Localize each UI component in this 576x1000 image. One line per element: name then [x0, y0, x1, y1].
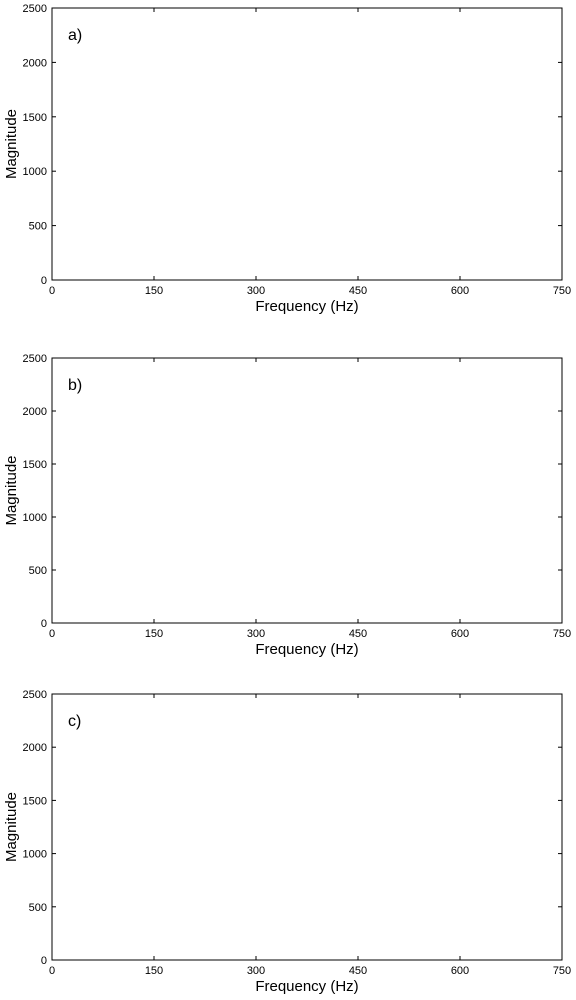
y-tick-label: 2500	[23, 3, 47, 15]
plot-frame	[51, 357, 563, 624]
x-tick-label: 300	[247, 628, 265, 640]
chart-panel-2: 0 150 300 450 600 750 0 500 1000 1500 2000 2500 Freq…	[3, 353, 571, 658]
y-tick-label: 1000	[23, 849, 47, 861]
y-tick-label: 2000	[23, 57, 47, 69]
x-tick-label: 0	[49, 628, 55, 640]
y-tick-label: 2000	[23, 742, 47, 754]
chart-panel-1: 0 150 300 450 600 750 0 500 1000 1500 2000 2500 Freq…	[3, 3, 571, 315]
y-tick-label: 500	[29, 902, 47, 914]
y-tick-label: 0	[41, 955, 47, 967]
x-tick-label: 0	[49, 965, 55, 977]
x-tick-label: 600	[451, 628, 469, 640]
x-axis-title: Frequency (Hz)	[255, 978, 358, 995]
chart-panel-3: 0 150 300 450 600 750 0 500 1000 1500 2000 2500 Freq…	[3, 689, 571, 995]
y-tick-label: 500	[29, 565, 47, 577]
y-tick-label: 0	[41, 275, 47, 287]
y-tick-label: 1000	[23, 166, 47, 178]
y-tick-label: 2500	[23, 353, 47, 365]
x-axis-title: Frequency (Hz)	[255, 641, 358, 658]
x-tick-label: 150	[145, 965, 163, 977]
panel-label: c)	[68, 713, 81, 730]
x-tick-label: 450	[349, 965, 367, 977]
y-tick-label: 1500	[23, 112, 47, 124]
y-tick-label: 2500	[23, 689, 47, 701]
y-tick-label: 1000	[23, 512, 47, 524]
plot-frame	[51, 7, 563, 281]
panel-label: b)	[68, 377, 82, 394]
plot-frame	[51, 693, 563, 961]
x-tick-label: 450	[349, 628, 367, 640]
y-axis-title: Magnitude	[3, 109, 20, 179]
x-tick-label: 150	[145, 285, 163, 297]
y-tick-label: 0	[41, 618, 47, 630]
x-tick-label: 600	[451, 285, 469, 297]
x-tick-label: 750	[553, 965, 571, 977]
y-tick-label: 2000	[23, 406, 47, 418]
panel-label: a)	[68, 27, 82, 44]
x-tick-label: 450	[349, 285, 367, 297]
y-tick-label: 500	[29, 221, 47, 233]
x-tick-label: 150	[145, 628, 163, 640]
y-tick-label: 1500	[23, 459, 47, 471]
x-tick-label: 600	[451, 965, 469, 977]
x-tick-label: 750	[553, 628, 571, 640]
y-tick-label: 1500	[23, 795, 47, 807]
x-tick-label: 0	[49, 285, 55, 297]
x-tick-label: 300	[247, 285, 265, 297]
x-axis-title: Frequency (Hz)	[255, 298, 358, 315]
y-axis-title: Magnitude	[3, 455, 20, 525]
y-axis-title: Magnitude	[3, 792, 20, 862]
x-tick-label: 750	[553, 285, 571, 297]
x-tick-label: 300	[247, 965, 265, 977]
